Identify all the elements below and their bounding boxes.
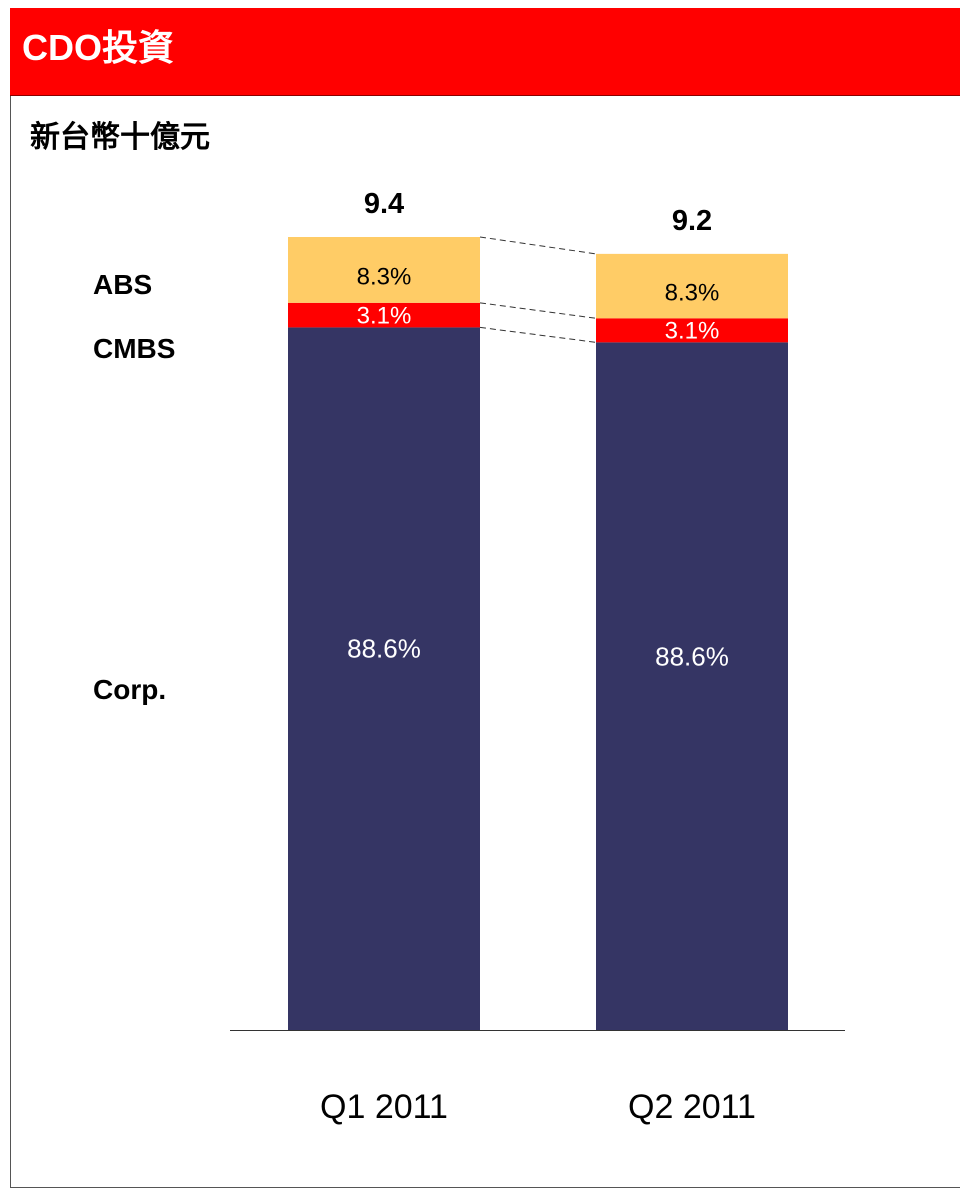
connector-abs-cmbs (479, 302, 597, 319)
page-title: CDO投資 (22, 27, 174, 68)
data-label-cmbs-2: 3.1% (665, 318, 720, 345)
connector-top (479, 236, 597, 255)
data-label-cmbs-1: 3.1% (357, 302, 412, 329)
legend-label-abs: ABS (93, 269, 152, 300)
bar-segment-cmbs-2 (596, 318, 788, 343)
legend-label-corp: Corp. (93, 674, 166, 705)
bar-segment-corp-2 (596, 342, 788, 1031)
bar-segment-cmbs-1 (288, 302, 480, 328)
bar-segment-abs-1 (288, 237, 480, 303)
data-label-abs-2: 8.3% (665, 279, 720, 306)
bar-segment-corp-1 (288, 327, 480, 1030)
total-label-2: 9.2 (672, 205, 712, 237)
x-tick-label-2: Q2 2011 (628, 1088, 756, 1126)
connector-cmbs-corp (479, 326, 597, 343)
total-label-1: 9.4 (364, 188, 404, 220)
data-label-abs-1: 8.3% (357, 263, 412, 290)
data-label-corp-2: 88.6% (655, 642, 729, 672)
slide-frame (10, 8, 960, 1188)
legend-label-cmbs: CMBS (93, 333, 175, 364)
bar-segment-abs-2 (596, 253, 788, 319)
data-label-corp-1: 88.6% (347, 633, 421, 663)
x-tick-label-1: Q1 2011 (320, 1088, 448, 1126)
unit-label: 新台幣十億元 (30, 120, 210, 155)
header-bar (10, 8, 960, 96)
